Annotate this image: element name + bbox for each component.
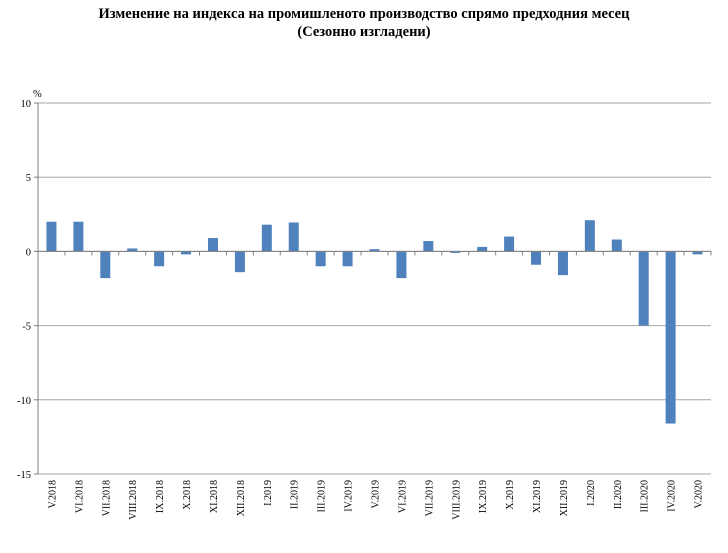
x-tick-label-II.2020: II.2020: [613, 480, 624, 509]
bar-IV.2020: [665, 251, 676, 424]
x-tick-label-V.2019: V.2019: [371, 480, 382, 508]
bar-IV.2019: [342, 251, 353, 267]
x-tick-label-XI.2018: XI.2018: [209, 480, 220, 513]
bar-II.2020: [611, 239, 622, 252]
bar-X.2019: [504, 236, 515, 252]
x-tick-label-IX.2018: IX.2018: [155, 480, 166, 513]
x-tick-label-VIII.2019: VIII.2019: [451, 480, 462, 520]
x-tick-label-I.2019: I.2019: [263, 480, 274, 506]
tick-labels: 10 5 0 -5 -10 -15% V.2018 VI.2018 VII.2018 VIII.2…: [17, 89, 705, 520]
y-tick-label-2: 0: [26, 247, 31, 258]
x-tick-label-II.2019: II.2019: [290, 480, 301, 509]
x-tick-label-VI.2019: VI.2019: [397, 480, 408, 513]
y-tick-label-4: -10: [17, 396, 31, 407]
bar-XI.2018: [207, 238, 218, 252]
x-tick-label-IV.2019: IV.2019: [344, 480, 355, 512]
x-tick-label-III.2020: III.2020: [640, 480, 651, 513]
grid-lines: [38, 102, 711, 475]
bar-V.2018: [46, 221, 57, 252]
bars: [46, 220, 703, 424]
y-unit-label: %: [33, 89, 42, 100]
bar-XII.2018: [234, 251, 245, 273]
bar-IX.2019: [477, 246, 488, 252]
x-tick-label-X.2018: X.2018: [182, 480, 193, 510]
bar-III.2019: [315, 251, 326, 267]
x-tick-label-X.2019: X.2019: [505, 480, 516, 510]
bar-I.2020: [584, 220, 595, 252]
x-tick-label-VIII.2018: VIII.2018: [128, 480, 139, 520]
bar-III.2020: [638, 251, 649, 326]
bar-XII.2019: [557, 251, 568, 276]
bar-VIII.2019: [450, 251, 461, 253]
bar-X.2018: [181, 251, 192, 255]
y-tick-label-3: -5: [22, 322, 31, 333]
x-tick-label-XII.2019: XII.2019: [559, 480, 570, 516]
x-tick-label-IX.2019: IX.2019: [478, 480, 489, 513]
x-tick-label-IV.2020: IV.2020: [667, 480, 678, 512]
bar-VIII.2018: [127, 248, 138, 252]
y-tick-label-0: 10: [21, 99, 32, 110]
bar-I.2019: [261, 224, 272, 252]
bar-IX.2018: [154, 251, 165, 267]
x-tick-label-XII.2018: XII.2018: [236, 480, 247, 516]
bar-V.2019: [369, 249, 380, 252]
chart-title-line1: Изменение на индекса на промишленото про…: [98, 6, 630, 22]
x-tick-label-I.2020: I.2020: [586, 480, 597, 506]
bar-VI.2019: [396, 251, 407, 279]
bar-VI.2018: [73, 221, 84, 252]
x-tick-label-VI.2018: VI.2018: [74, 480, 85, 513]
bar-VII.2019: [423, 241, 434, 252]
chart-title-line2: (Сезонно изгладени): [297, 24, 431, 40]
x-tick-label-V.2018: V.2018: [47, 480, 58, 508]
x-tick-label-VII.2019: VII.2019: [424, 480, 435, 516]
axes: [34, 102, 712, 475]
y-tick-label-1: 5: [26, 173, 31, 184]
chart-title: Изменение на индекса на промишленото про…: [0, 5, 728, 41]
x-tick-label-V.2020: V.2020: [694, 480, 705, 508]
y-tick-label-5: -15: [17, 470, 31, 481]
x-tick-label-XI.2019: XI.2019: [532, 480, 543, 513]
bar-XI.2019: [531, 251, 542, 265]
bar-II.2019: [288, 222, 299, 252]
bar-V.2020: [692, 251, 703, 255]
x-tick-label-VII.2018: VII.2018: [101, 480, 112, 516]
bar-VII.2018: [100, 251, 111, 279]
x-tick-label-III.2019: III.2019: [317, 480, 328, 513]
